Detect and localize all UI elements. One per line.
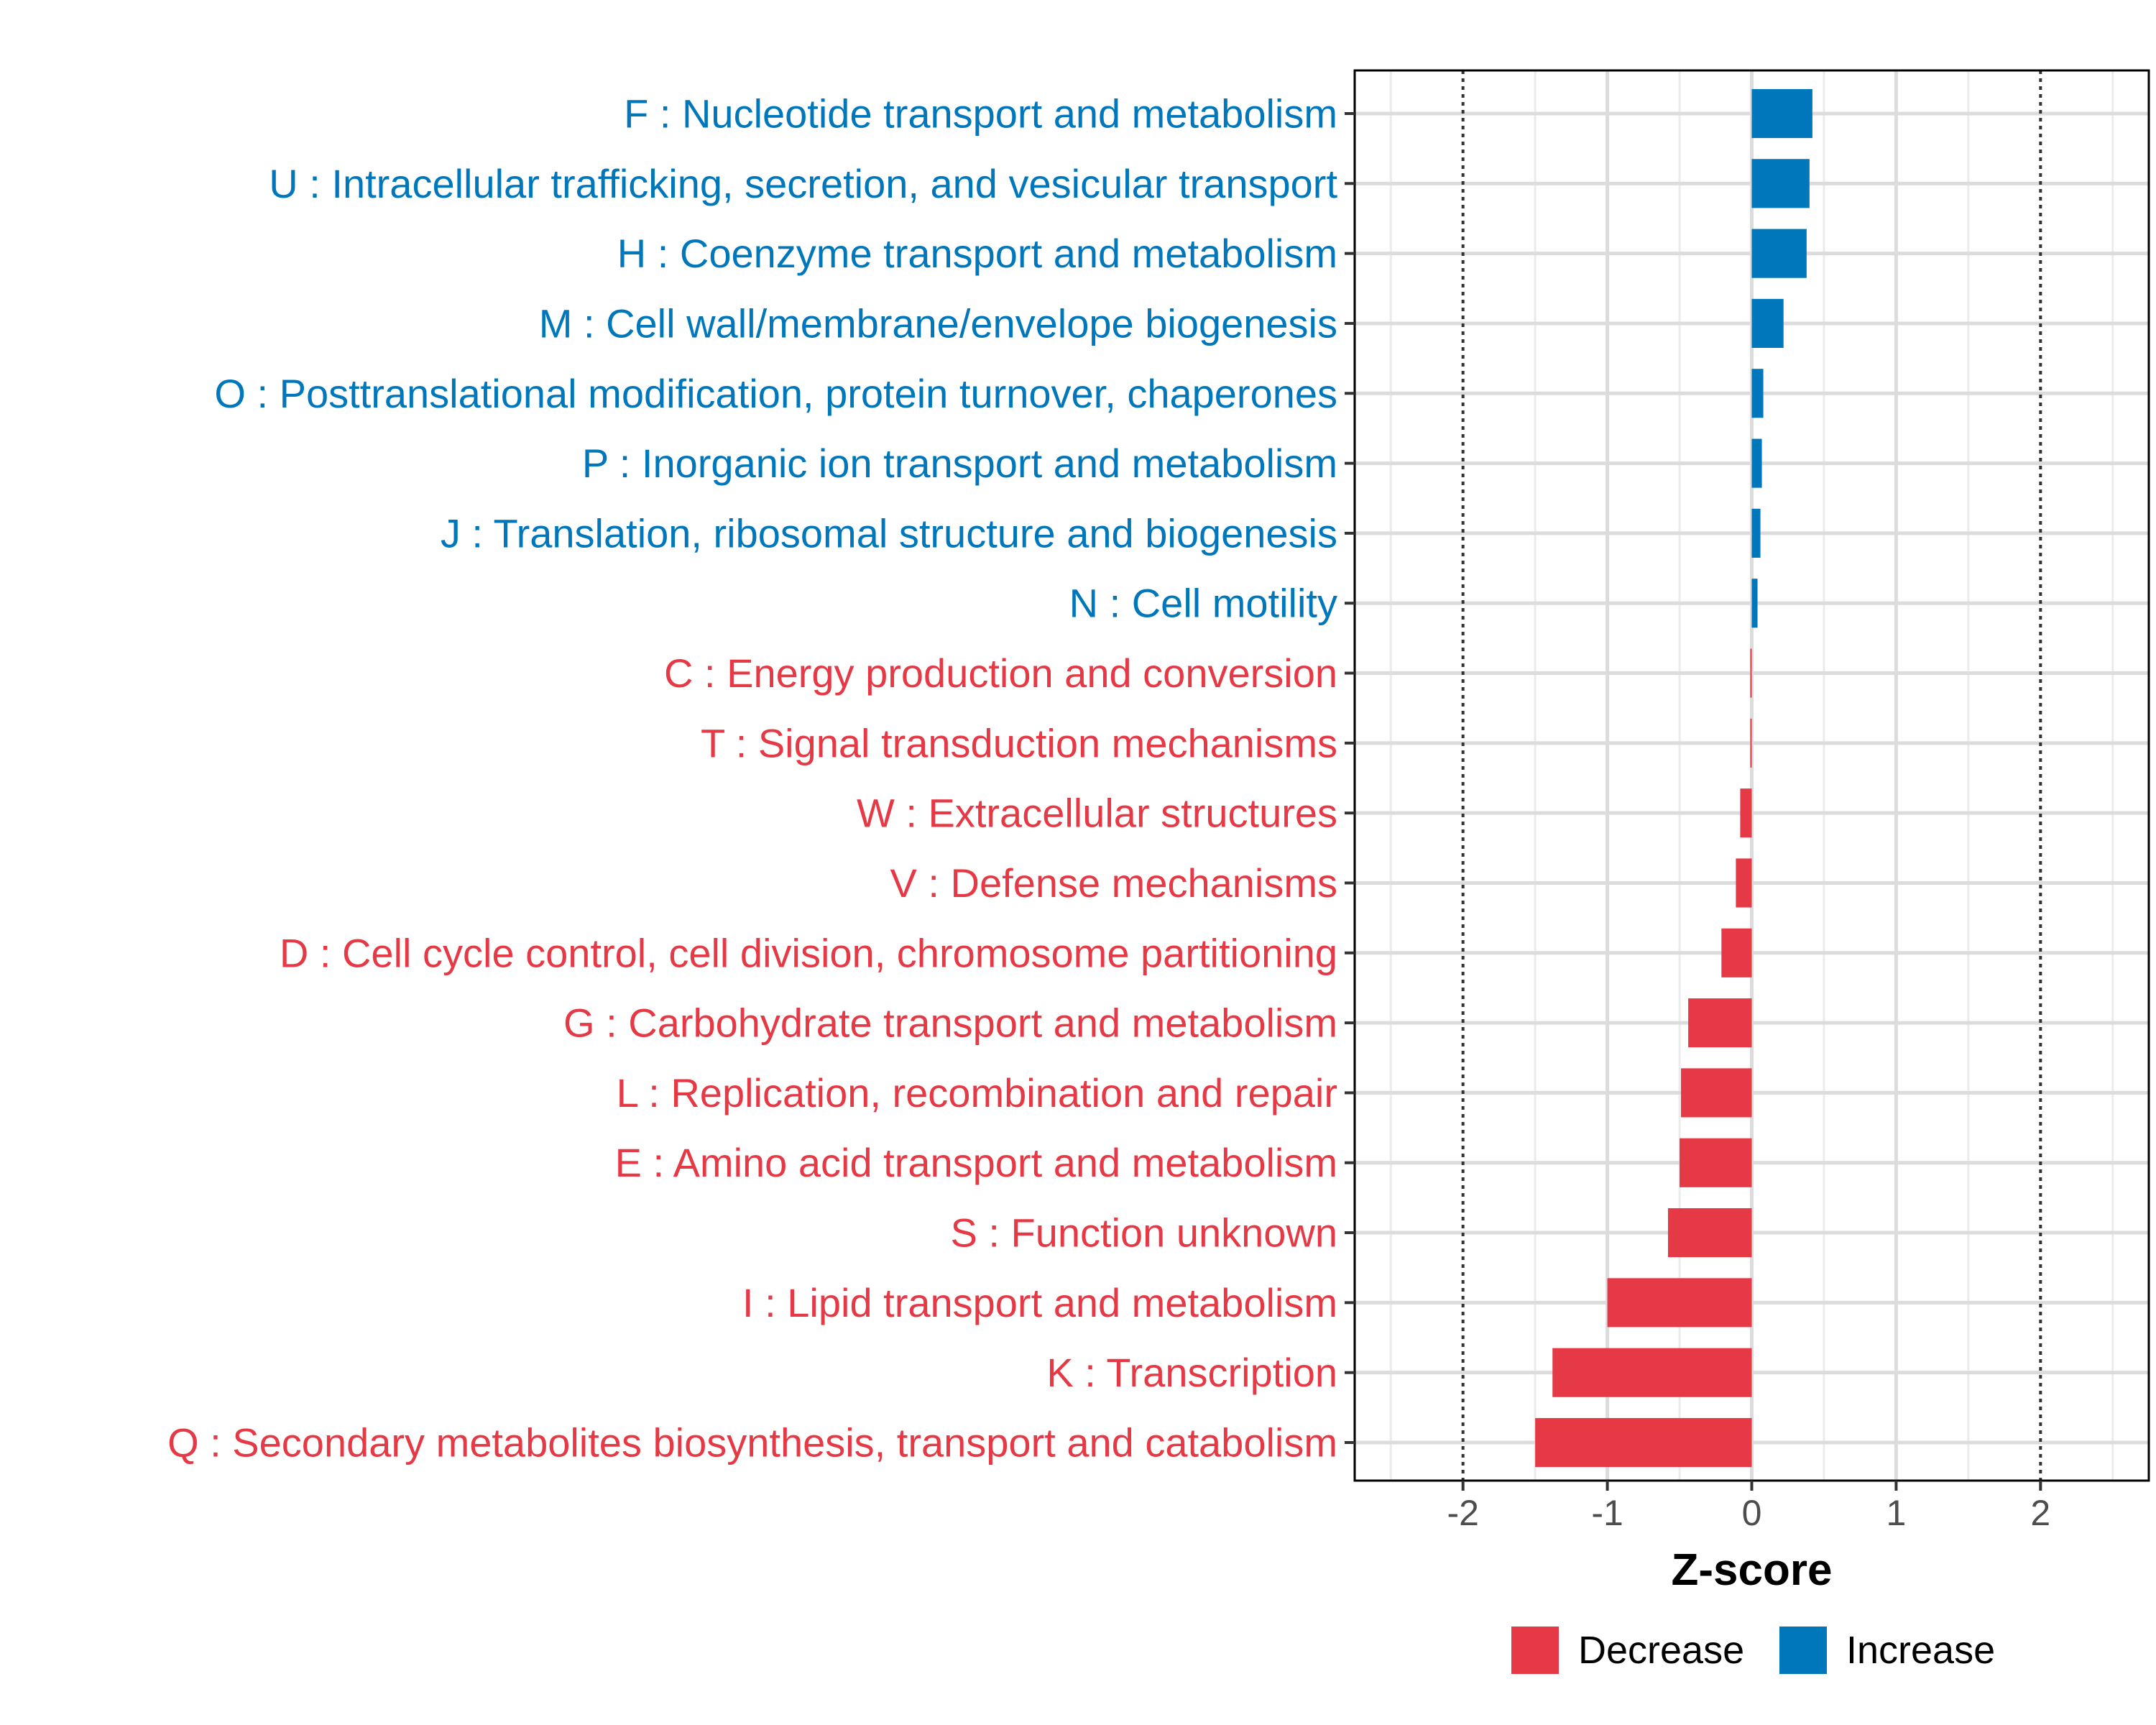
bar <box>1750 718 1752 768</box>
legend-label-decrease: Decrease <box>1578 1629 1744 1672</box>
y-axis-ticks <box>1345 112 1355 1444</box>
category-label: T : Signal transduction mechanisms <box>701 720 1337 765</box>
x-tick-label: -2 <box>1447 1493 1478 1533</box>
category-label: D : Cell cycle control, cell division, c… <box>280 930 1337 975</box>
category-label: H : Coenzyme transport and metabolism <box>617 231 1337 276</box>
reference-lines <box>1461 70 2042 1481</box>
category-label: V : Defense mechanisms <box>890 860 1337 906</box>
legend-key-decrease <box>1511 1627 1559 1674</box>
category-label: F : Nucleotide transport and metabolism <box>624 91 1337 137</box>
legend-key-increase <box>1779 1627 1827 1674</box>
category-labels: F : Nucleotide transport and metabolism U… <box>167 91 1337 1466</box>
bar <box>1751 298 1784 349</box>
category-label: N : Cell motility <box>1069 581 1337 626</box>
bar <box>1535 1417 1752 1468</box>
bar <box>1721 928 1752 978</box>
bar <box>1667 1208 1752 1258</box>
x-tick-label: -1 <box>1591 1493 1623 1533</box>
category-label: O : Posttranslational modification, prot… <box>214 371 1337 416</box>
x-axis-title: Z-score <box>1672 1545 1833 1595</box>
bar <box>1751 159 1810 208</box>
category-label: J : Translation, ribosomal structure and… <box>441 510 1337 556</box>
category-label: M : Cell wall/membrane/envelope biogenes… <box>539 300 1337 346</box>
bar <box>1680 1138 1752 1187</box>
bar <box>1552 1348 1752 1397</box>
bar <box>1751 508 1761 558</box>
category-label: U : Intracellular trafficking, secretion… <box>269 161 1337 206</box>
bar <box>1750 648 1752 698</box>
category-label: P : Inorganic ion transport and metaboli… <box>582 441 1337 486</box>
category-label: E : Amino acid transport and metabolism <box>615 1140 1337 1185</box>
category-label: Q : Secondary metabolites biosynthesis, … <box>167 1420 1337 1466</box>
bar <box>1736 858 1752 908</box>
bar <box>1751 579 1758 628</box>
bar <box>1751 438 1762 488</box>
bars <box>1535 88 1812 1468</box>
category-label: I : Lipid transport and metabolism <box>742 1280 1337 1325</box>
bar <box>1751 229 1807 278</box>
bar <box>1740 788 1752 838</box>
category-label: K : Transcription <box>1046 1350 1337 1395</box>
x-tick-label: 0 <box>1742 1493 1762 1533</box>
legend: Decrease Increase <box>1511 1627 1995 1674</box>
category-label: S : Function unknown <box>950 1210 1337 1256</box>
x-tick-label: 2 <box>2030 1493 2050 1533</box>
category-label: W : Extracellular structures <box>857 791 1337 836</box>
bar <box>1607 1278 1752 1328</box>
bar <box>1751 88 1812 139</box>
legend-label-increase: Increase <box>1846 1629 1995 1672</box>
bar <box>1688 998 1752 1048</box>
category-label: G : Carbohydrate transport and metabolis… <box>563 1000 1337 1046</box>
bar <box>1681 1068 1752 1118</box>
x-axis-ticks: -2 -1 0 1 2 <box>1447 1481 2050 1533</box>
category-label: L : Replication, recombination and repai… <box>617 1070 1337 1116</box>
category-label: C : Energy production and conversion <box>664 650 1337 696</box>
x-tick-label: 1 <box>1886 1493 1907 1533</box>
bar <box>1751 369 1764 418</box>
